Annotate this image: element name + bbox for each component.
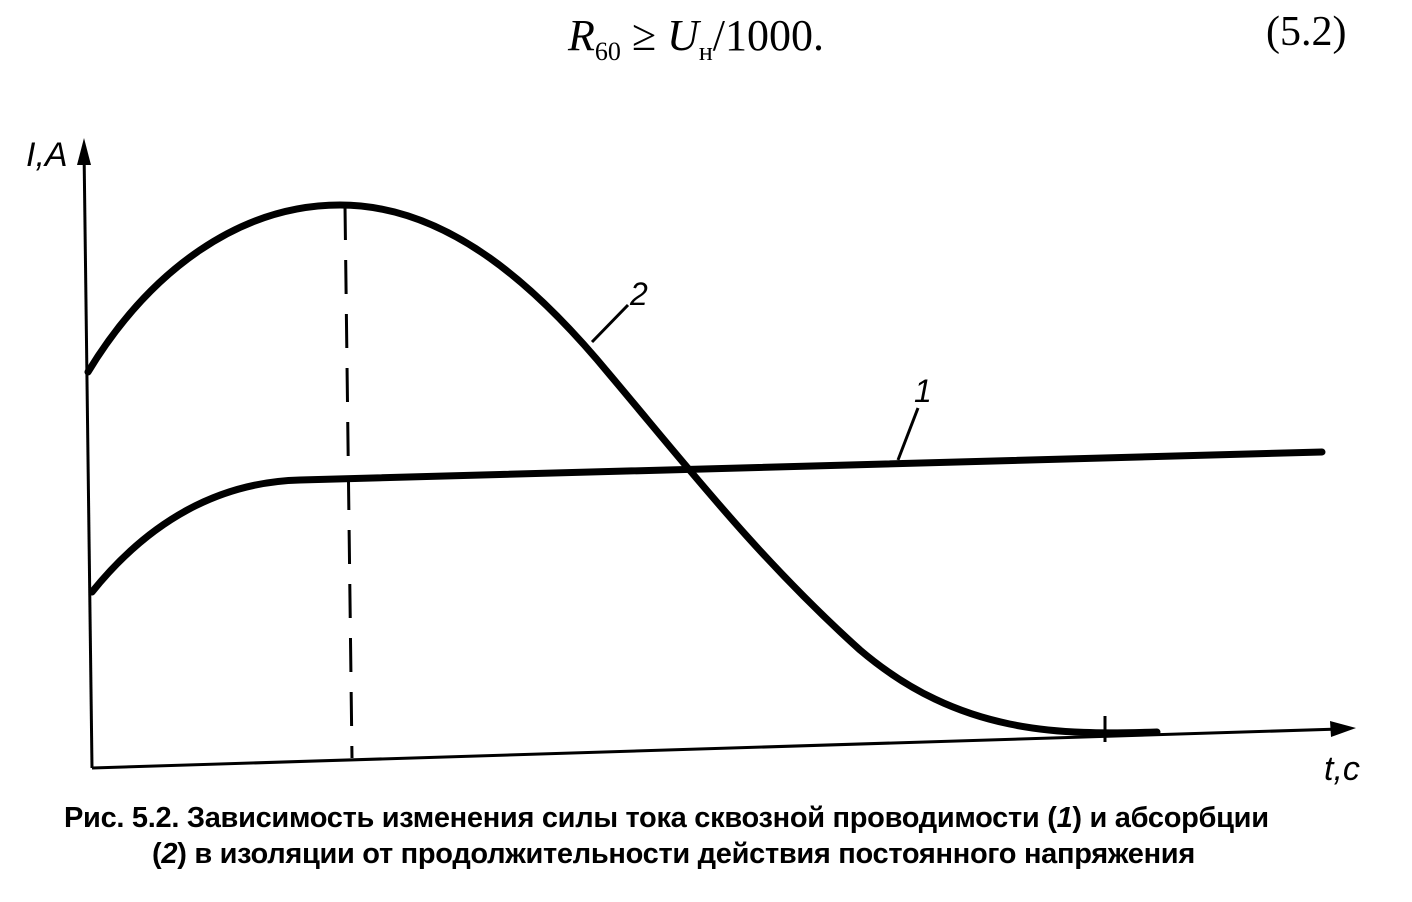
- formula-rest: /1000.: [712, 11, 824, 60]
- curve-1-leader: [896, 407, 920, 461]
- curve-2-absorption: [84, 201, 1161, 737]
- equation-number: (5.2): [1266, 9, 1347, 55]
- formula-5-2: R60 ≥ Uн/1000.: [568, 8, 824, 70]
- caption-line2-open: (: [152, 838, 162, 870]
- curve-1-label: 1: [914, 373, 932, 409]
- formula-r-symbol: R: [568, 11, 595, 60]
- x-axis-arrow: [1330, 721, 1356, 737]
- curve-1-conduction: [88, 448, 1326, 596]
- formula-u-symbol: U: [667, 11, 699, 60]
- caption-ref1: 1: [1056, 802, 1073, 834]
- formula-operator: ≥: [620, 11, 668, 60]
- y-axis-arrow: [77, 138, 91, 165]
- caption-ref2: 2: [161, 838, 178, 870]
- curve-2-leader: [590, 303, 630, 344]
- figure-caption: Рис. 5.2. Зависимость изменения силы ток…: [64, 800, 1354, 872]
- caption-part3: ) в изоляции от продолжительности действ…: [177, 838, 1195, 870]
- curve-2-label: 2: [629, 276, 648, 312]
- caption-part2: ) и абсорбции: [1072, 802, 1269, 834]
- formula-u-subscript: н: [698, 37, 713, 66]
- formula-r-subscript: 60: [594, 37, 621, 66]
- caption-part1: Рис. 5.2. Зависимость изменения силы ток…: [64, 802, 1057, 834]
- x-axis-label: t,c: [1324, 750, 1360, 788]
- y-axis-label: I,A: [26, 136, 68, 174]
- caption-line2: (2) в изоляции от продолжительности дейс…: [64, 836, 1354, 872]
- y-axis: [82, 147, 94, 769]
